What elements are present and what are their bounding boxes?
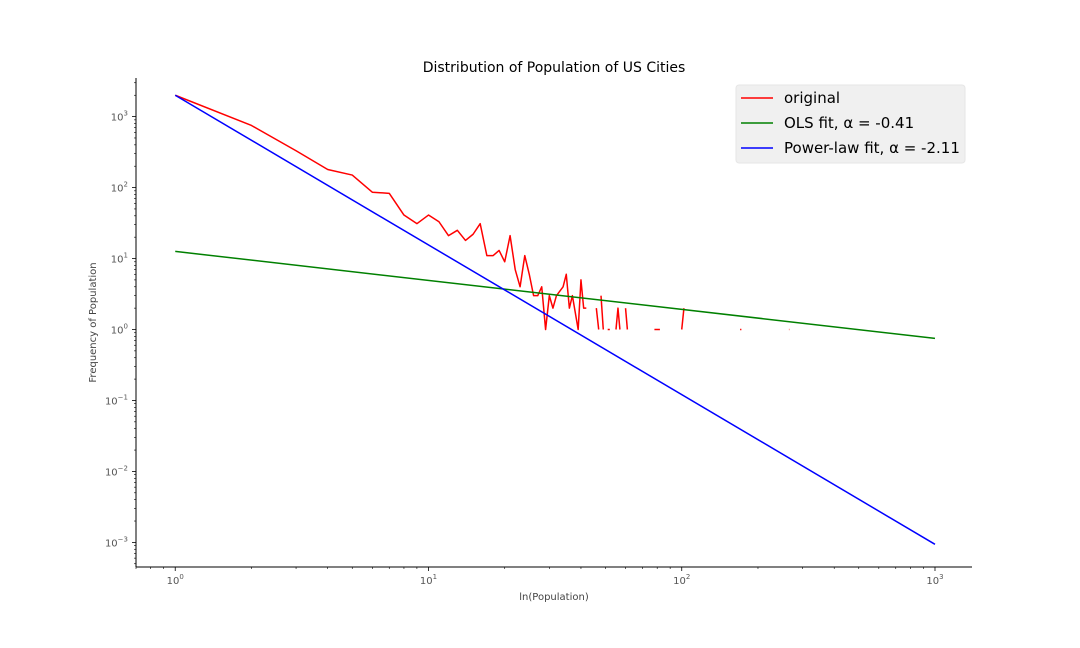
y-tick-label: 10−1 [105,393,128,407]
x-tick-label: 100 [167,573,184,587]
series-line-1-segment-3 [600,295,605,330]
series-line-1-segment-5 [615,307,621,330]
ticks: 100 101 102 103 10−3 10−2 10−1 100 101 102 103 [105,82,944,587]
x-tick-label: 103 [926,573,943,587]
series-line-1-segment-6 [624,308,629,330]
legend-entry: original [784,89,840,107]
series-line-1-segment-2 [595,308,600,330]
chart-title: Distribution of Population of US Cities [423,60,686,76]
series-1 [174,94,790,331]
y-tick-label: 100 [111,322,128,336]
y-tick-label: 103 [111,110,128,124]
x-tick-label: 101 [420,573,437,587]
y-tick-label: 101 [111,252,128,266]
x-tick-label: 102 [673,573,690,587]
series-line-2-segment-1 [175,250,936,340]
series-2 [175,250,936,340]
legend-entry: Power-law fit, α = -2.11 [784,139,960,157]
legend: original OLS fit, α = -0.41 Power-law fit,… [735,84,966,164]
axes [135,78,972,568]
series-line-3-segment-1 [174,94,936,545]
legend-entry: OLS fit, α = -0.41 [784,114,914,132]
y-tick-label: 10−3 [105,535,128,549]
y-axis-label: Frequency of Population [88,262,99,382]
series-line-1-segment-8 [680,308,685,330]
y-tick-label: 10−2 [105,464,128,478]
series-3 [174,94,936,545]
plot-area [174,94,936,545]
series-line-1-segment-1 [174,94,587,331]
legend-box [735,84,966,164]
y-tick-label: 102 [111,181,128,195]
x-axis-label: ln(Population) [519,592,589,603]
